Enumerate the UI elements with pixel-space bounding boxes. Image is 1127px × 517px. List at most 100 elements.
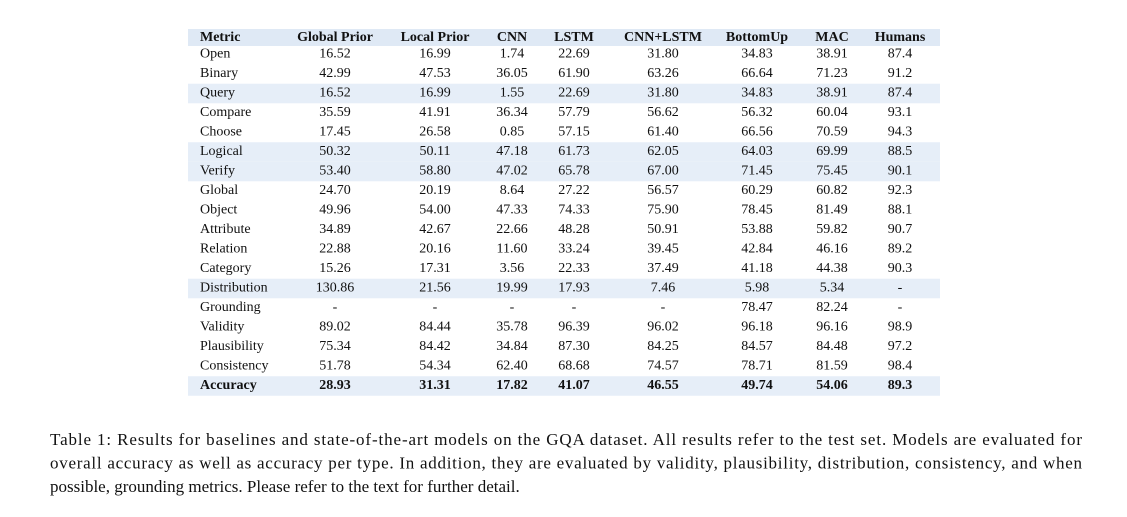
cell: 96.39 [558, 320, 590, 335]
cell: 74.33 [558, 203, 590, 218]
row-label: Distribution [200, 281, 268, 296]
cell: 84.44 [419, 320, 451, 335]
cell: 96.02 [647, 320, 679, 335]
row-label: Validity [200, 320, 244, 335]
cell: 48.28 [558, 222, 590, 237]
cell: 15.26 [319, 261, 351, 276]
cell: 46.55 [647, 378, 679, 393]
cell: 50.32 [319, 144, 351, 159]
cell: 53.40 [319, 164, 351, 179]
cell: - [898, 281, 903, 296]
cell: 97.2 [888, 339, 913, 354]
column-header: Local Prior [401, 30, 470, 45]
cell: 42.99 [319, 66, 351, 81]
cell: 94.3 [888, 125, 913, 140]
cell: 16.52 [319, 86, 351, 101]
cell: 49.74 [741, 378, 773, 393]
cell: 62.40 [496, 359, 528, 374]
row-bg [188, 83, 940, 104]
cell: 96.18 [741, 320, 773, 335]
caption-line: overall accuracy as well as accuracy per… [50, 453, 1083, 472]
cell: 75.90 [647, 203, 679, 218]
cell: 11.60 [497, 242, 528, 257]
cell: 60.04 [816, 105, 848, 120]
caption-line: possible, grounding metrics. Please refe… [50, 477, 520, 496]
cell: 88.5 [888, 144, 913, 159]
cell: 39.45 [647, 242, 679, 257]
cell: 63.26 [647, 66, 679, 81]
cell: 91.2 [888, 66, 913, 81]
cell: 64.03 [741, 144, 773, 159]
cell: 17.93 [558, 281, 590, 296]
cell: 98.9 [888, 320, 913, 335]
cell: 31.31 [419, 378, 451, 393]
cell: 17.31 [419, 261, 451, 276]
cell: 36.34 [496, 105, 528, 120]
cell: 87.4 [888, 86, 913, 101]
cell: 42.67 [419, 222, 451, 237]
cell: - [510, 300, 515, 315]
cell: 21.56 [419, 281, 451, 296]
cell: 81.49 [816, 203, 848, 218]
cell: 20.16 [419, 242, 451, 257]
row-label: Attribute [200, 222, 251, 237]
cell: 65.78 [558, 164, 590, 179]
cell: 87.30 [558, 339, 590, 354]
cell: 37.49 [647, 261, 679, 276]
row-bg [188, 278, 940, 299]
cell: 78.47 [741, 300, 773, 315]
cell: 56.57 [647, 183, 679, 198]
cell: 7.46 [651, 281, 676, 296]
cell: 57.79 [558, 105, 590, 120]
cell: 89.3 [888, 378, 913, 393]
cell: 61.40 [647, 125, 679, 140]
cell: 22.69 [558, 86, 590, 101]
row-bg [188, 142, 940, 162]
cell: 84.48 [816, 339, 848, 354]
cell: 31.80 [647, 86, 679, 101]
cell: 17.45 [319, 125, 351, 140]
cell: 56.32 [741, 105, 773, 120]
row-label: Verify [200, 164, 235, 179]
cell: 41.07 [558, 378, 590, 393]
cell: 34.83 [741, 86, 773, 101]
cell: 54.00 [419, 203, 451, 218]
cell: 41.18 [741, 261, 773, 276]
row-label: Grounding [200, 300, 261, 315]
column-header: Global Prior [297, 30, 373, 45]
row-label: Binary [200, 66, 238, 81]
cell: 34.89 [319, 222, 351, 237]
cell: 78.45 [741, 203, 773, 218]
cell: 75.45 [816, 164, 848, 179]
cell: 26.58 [419, 125, 451, 140]
cell: 47.02 [496, 164, 528, 179]
cell: 16.99 [419, 86, 451, 101]
cell: 62.05 [647, 144, 679, 159]
cell: 81.59 [816, 359, 848, 374]
cell: 31.80 [647, 47, 679, 62]
cell: - [433, 300, 438, 315]
cell: 50.91 [647, 222, 679, 237]
cell: 82.24 [816, 300, 848, 315]
row-label: Consistency [200, 359, 268, 374]
cell: 49.96 [319, 203, 351, 218]
cell: 0.85 [500, 125, 525, 140]
cell: - [333, 300, 338, 315]
cell: 75.34 [319, 339, 351, 354]
cell: 47.33 [496, 203, 528, 218]
cell: - [572, 300, 577, 315]
cell: 16.52 [319, 47, 351, 62]
cell: 54.34 [419, 359, 451, 374]
cell: 66.56 [741, 125, 773, 140]
cell: - [898, 300, 903, 315]
cell: 60.29 [741, 183, 773, 198]
cell: 71.45 [741, 164, 773, 179]
cell: - [661, 300, 666, 315]
cell: 1.74 [500, 47, 525, 62]
row-bg [188, 161, 940, 182]
cell: 8.64 [500, 183, 525, 198]
cell: 35.59 [319, 105, 351, 120]
cell: 24.70 [319, 183, 351, 198]
column-header: CNN [497, 30, 527, 45]
